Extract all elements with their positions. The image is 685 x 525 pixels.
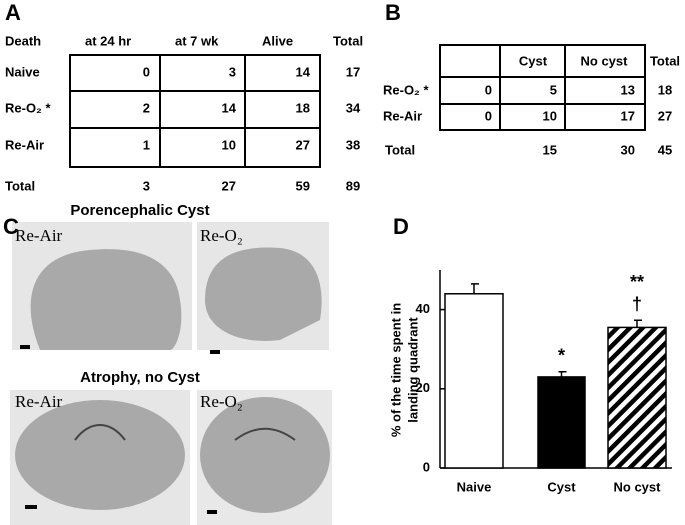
- table-cell: 18: [296, 100, 310, 115]
- y-tick-label: 40: [416, 301, 430, 316]
- table-cell: 17: [621, 108, 635, 123]
- panel-label: C: [3, 214, 19, 239]
- table-cell: 34: [346, 100, 361, 115]
- error-bar: [471, 283, 479, 294]
- table-cell: 27: [222, 178, 236, 193]
- table-cell: 5: [550, 82, 557, 97]
- table-cell: 13: [621, 82, 635, 97]
- table-b-frame: [439, 44, 646, 131]
- column-header: Death: [5, 33, 41, 48]
- y-axis-label: % of the time spent in: [388, 303, 403, 437]
- row-label: Total: [5, 178, 35, 193]
- section-title: Porencephalic Cyst: [70, 202, 209, 219]
- table-cell: 10: [222, 137, 236, 152]
- table-cell: 30: [621, 142, 635, 157]
- x-tick-label: Cyst: [547, 479, 576, 494]
- bar: [444, 293, 504, 469]
- bar: [607, 326, 667, 469]
- column-header: Total: [333, 33, 363, 48]
- x-tick-label: No cyst: [614, 479, 662, 494]
- row-label: Re-O₂ *: [5, 100, 51, 115]
- row-label: Re-Air: [383, 108, 422, 123]
- annotation: †: [632, 294, 642, 314]
- annotation: **: [630, 272, 644, 292]
- table-cell: 27: [296, 137, 310, 152]
- table-cell: 14: [222, 100, 237, 115]
- table-cell: 14: [296, 64, 311, 79]
- table-cell: 0: [143, 64, 150, 79]
- table-cell: 15: [543, 142, 557, 157]
- panel-label: A: [5, 0, 21, 25]
- column-header: at 7 wk: [175, 33, 219, 48]
- column-header: Cyst: [519, 53, 548, 68]
- table-cell: 0: [485, 82, 492, 97]
- brain-images: [10, 222, 332, 525]
- column-header: Alive: [262, 33, 293, 48]
- y-tick-label: 0: [423, 459, 430, 474]
- table-cell: 27: [658, 108, 672, 123]
- y-axis-label: landing quadrant: [405, 317, 420, 423]
- row-label: Naive: [5, 64, 40, 79]
- y-tick-label: 20: [416, 380, 430, 395]
- row-label: Total: [385, 142, 415, 157]
- table-cell: 1: [143, 137, 150, 152]
- image-label: Re-O₂: [200, 392, 243, 411]
- section-title: Atrophy, no Cyst: [80, 369, 200, 386]
- column-header: No cyst: [581, 53, 629, 68]
- error-bar: [558, 371, 567, 377]
- image-label: Re-Air: [15, 392, 63, 411]
- table-cell: 3: [229, 64, 236, 79]
- table-cell: 10: [543, 108, 557, 123]
- table-cell: 17: [346, 64, 360, 79]
- x-tick-label: Naive: [457, 479, 492, 494]
- table-cell: 38: [346, 137, 360, 152]
- column-header: at 24 hr: [85, 33, 131, 48]
- panel-label: B: [385, 0, 401, 25]
- table-cell: 59: [296, 178, 310, 193]
- panel-label: D: [393, 214, 409, 239]
- table-cell: 0: [485, 108, 492, 123]
- table-cell: 2: [143, 100, 150, 115]
- row-label: Re-Air: [5, 137, 44, 152]
- column-header: Total: [650, 53, 680, 68]
- table-cell: 18: [658, 82, 672, 97]
- table-cell: 45: [658, 142, 672, 157]
- bar: [537, 376, 586, 469]
- row-label: Re-O₂ *: [383, 82, 429, 97]
- image-label: Re-Air: [15, 226, 63, 245]
- annotation: *: [558, 346, 565, 366]
- table-cell: 3: [143, 178, 150, 193]
- table-cell: 89: [346, 178, 360, 193]
- error-bar: [634, 319, 642, 328]
- image-label: Re-O₂: [200, 226, 243, 245]
- table-a-frame: [69, 54, 321, 168]
